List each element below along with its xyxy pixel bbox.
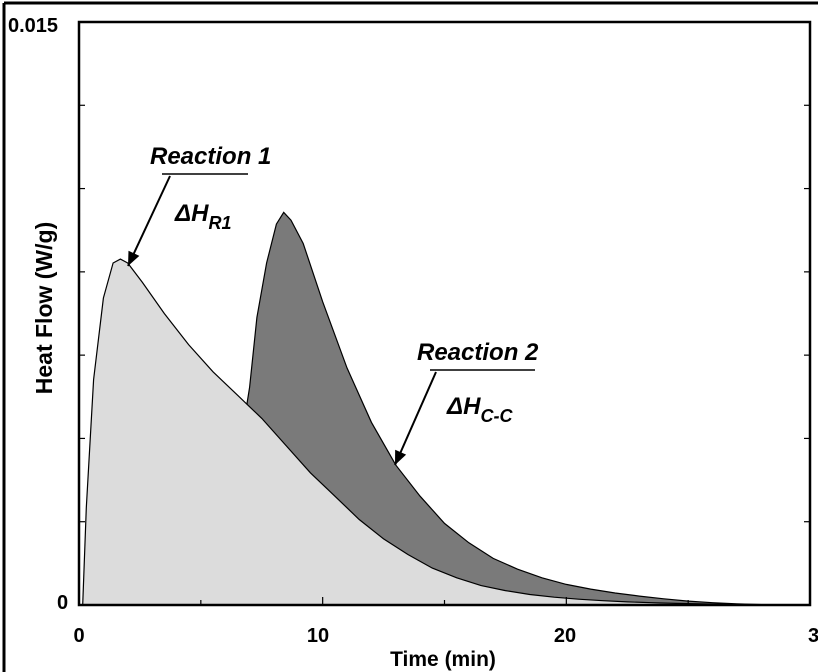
annotation-1-arrow <box>127 175 171 267</box>
y-tick-label-zero: 0 <box>57 592 68 614</box>
plot-frame <box>77 20 812 607</box>
annotation-2-arrow <box>394 371 437 466</box>
series-area-2 <box>246 211 786 606</box>
y-axis-title: Heat Flow (W/g) <box>31 222 57 394</box>
y-tick-label-top: 0.015 <box>8 15 58 37</box>
annotation-2-subscript: C-C <box>480 406 513 426</box>
annotation-1-arrowhead <box>128 250 140 266</box>
annotation-2-arrowhead <box>395 449 407 465</box>
x-tick-label-30: 30 <box>808 625 818 647</box>
annotations: Reaction 1 ΔHR1 Reaction 2 ΔHC-C <box>127 143 539 466</box>
annotation-delta-h-r1: ΔHR1 <box>174 200 231 233</box>
x-tick-label-10: 10 <box>307 625 329 647</box>
annotation-1-symbol: ΔH <box>174 200 209 227</box>
annotation-1-subscript: R1 <box>208 213 231 233</box>
annotation-reaction-2: Reaction 2 <box>417 339 539 366</box>
annotation-reaction-1: Reaction 1 <box>150 143 271 170</box>
annotation-2-symbol: ΔH <box>446 393 481 420</box>
x-axis-title: Time (min) <box>390 648 496 671</box>
series-areas <box>82 211 786 606</box>
x-tick-label-0: 0 <box>73 625 84 647</box>
x-tick-label-20: 20 <box>554 625 576 647</box>
annotation-delta-h-cc: ΔHC-C <box>446 393 513 426</box>
series-area-1 <box>82 258 786 606</box>
